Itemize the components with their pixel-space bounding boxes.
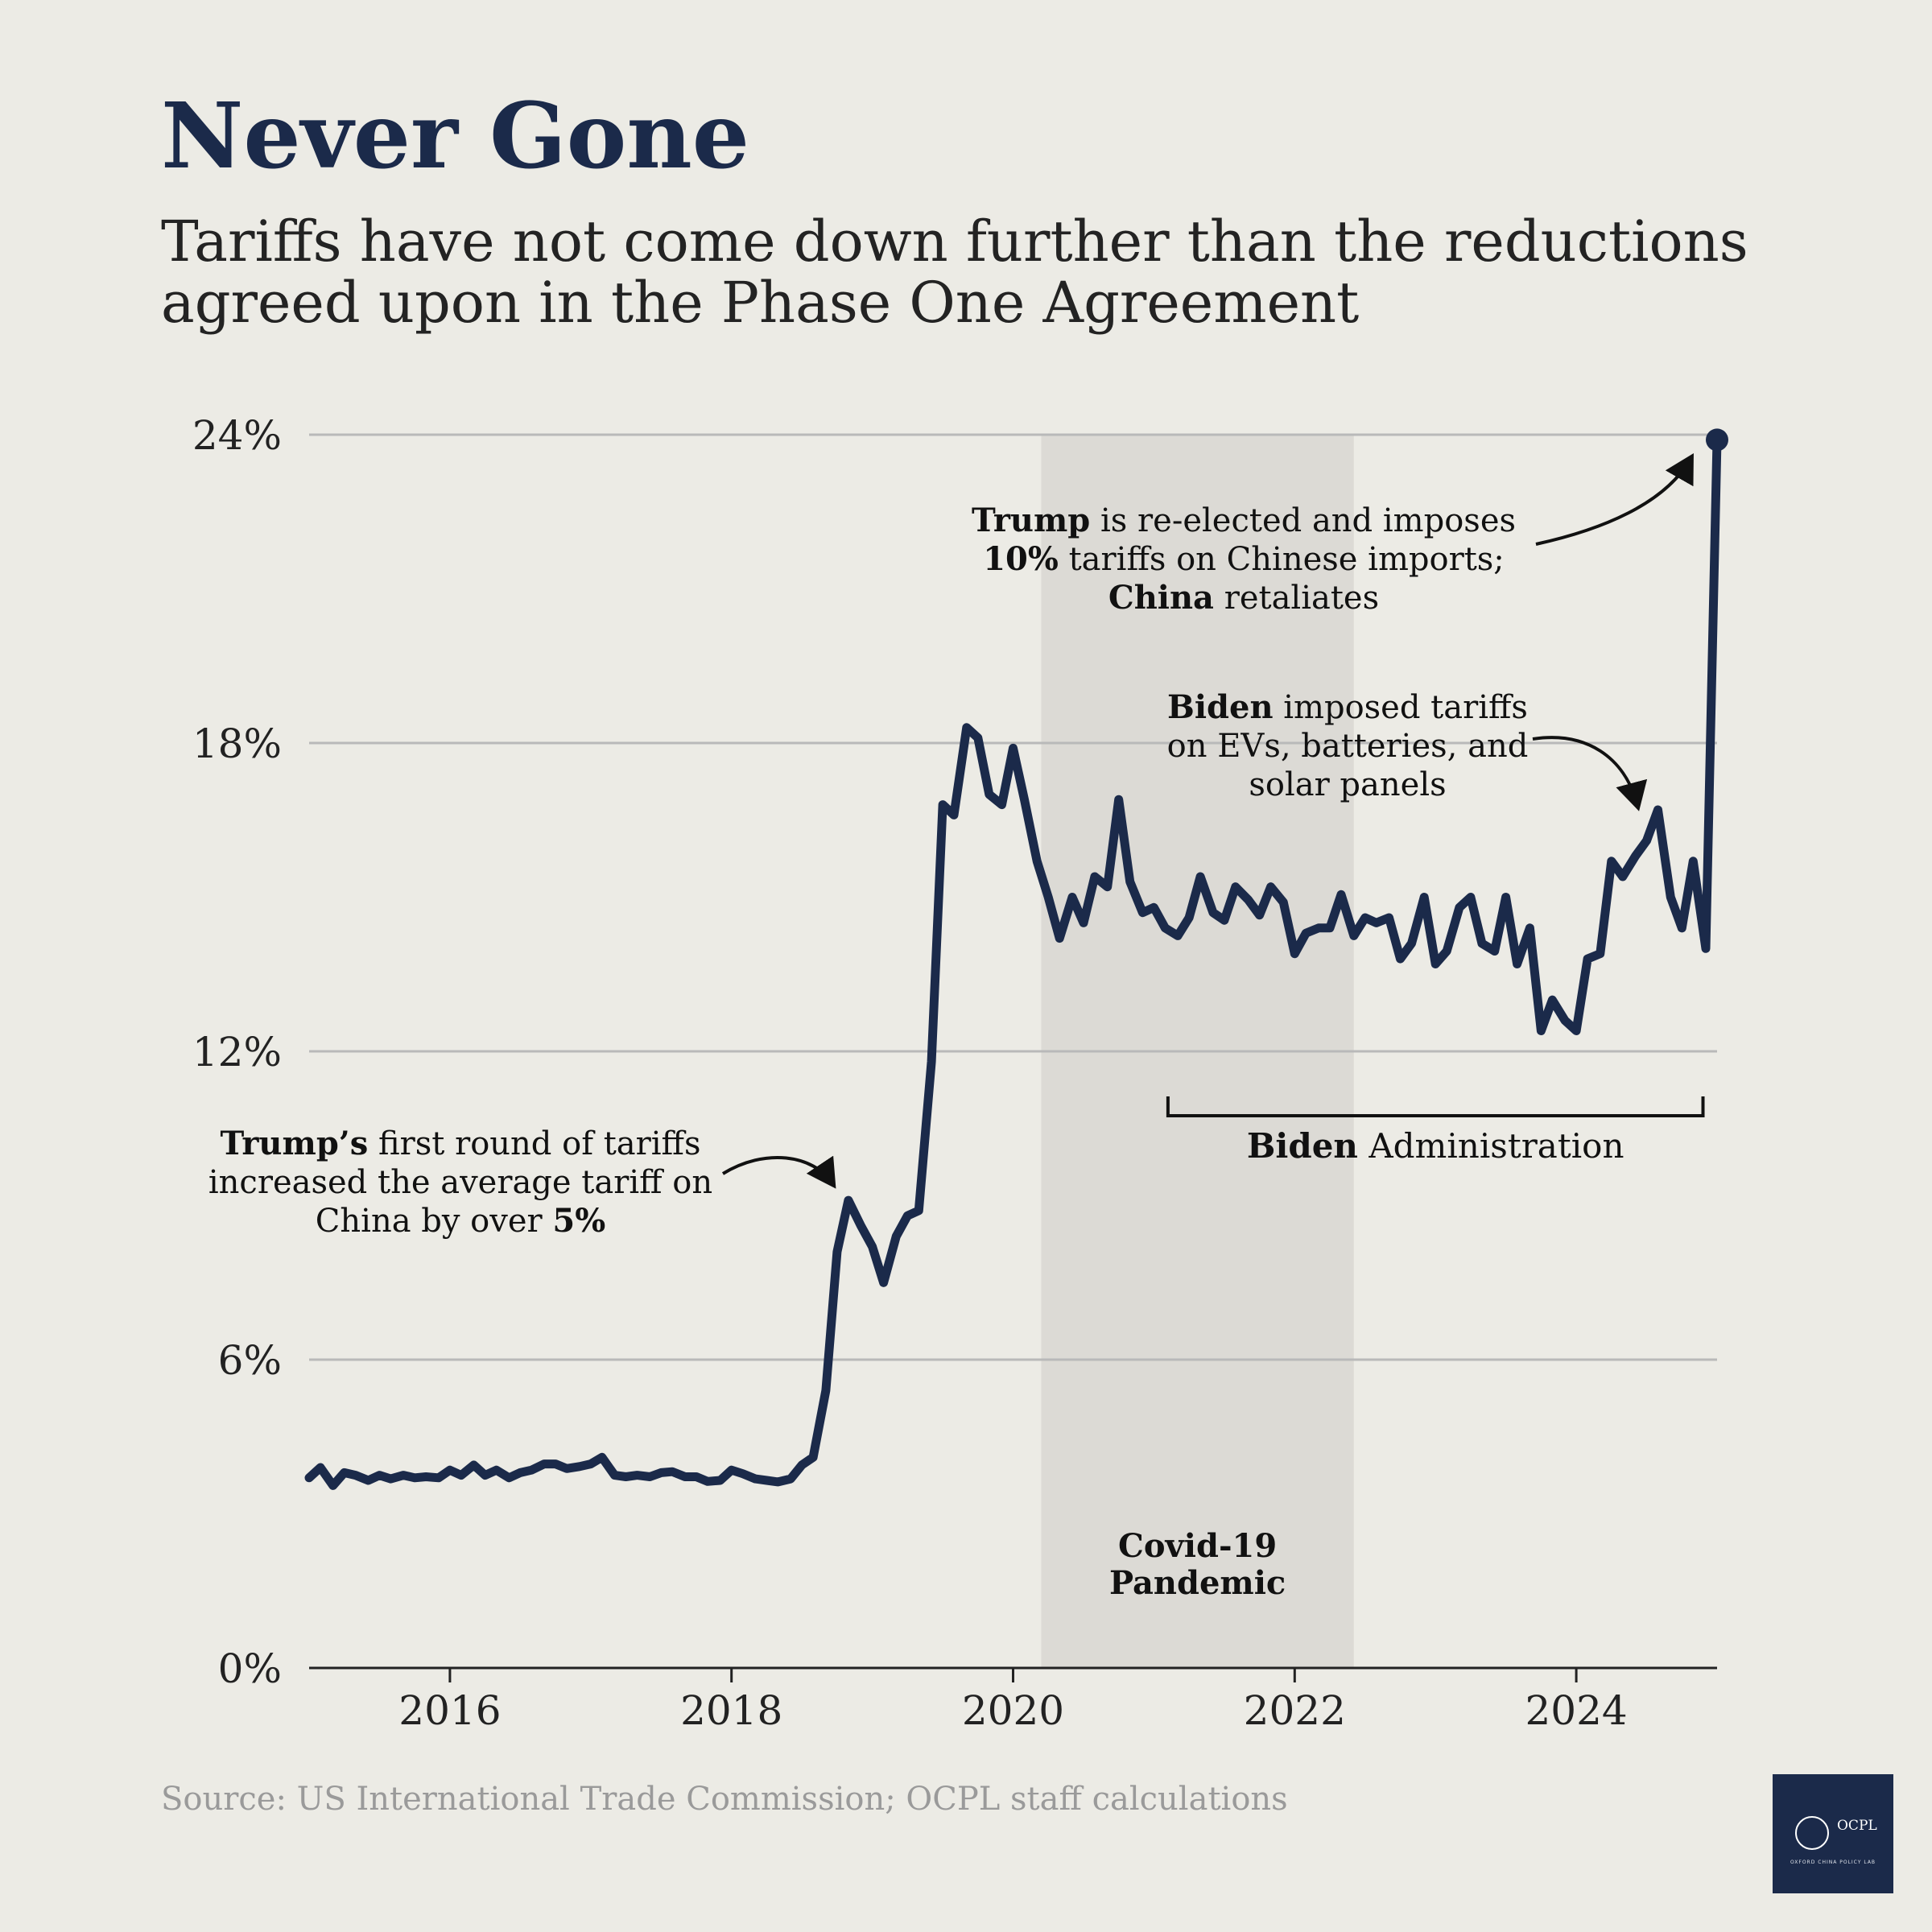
- annotation-line: solar panels: [1249, 766, 1446, 803]
- annotation-line: China by over 5%: [316, 1202, 605, 1240]
- y-tick-label: 12%: [192, 1029, 282, 1075]
- source-note: Source: US International Trade Commissio…: [161, 1781, 1288, 1818]
- gridlines: [309, 433, 1717, 1361]
- y-tick-label: 0%: [218, 1645, 282, 1692]
- annotation-line: China retaliates: [1108, 579, 1379, 617]
- x-tick-label: 2024: [1525, 1687, 1627, 1734]
- biden-administration-label: Biden Administration: [1247, 1126, 1624, 1166]
- covid-label-line-2: Pandemic: [1109, 1564, 1286, 1602]
- y-tick-label: 6%: [218, 1337, 282, 1384]
- arrow-trump-first-round: [721, 1155, 836, 1189]
- annotation-line: Trump’s first round of tariffs: [220, 1125, 700, 1162]
- ocpl-logo: OCPL OXFORD CHINA POLICY LAB: [1773, 1774, 1893, 1893]
- y-axis-tick-labels: 0% 6% 12% 18% 24%: [192, 412, 282, 1692]
- arrow-trump-reelected: [1535, 453, 1694, 546]
- annotation-line: Trump is re-elected and imposes: [972, 502, 1516, 539]
- x-tick-label: 2016: [398, 1687, 501, 1734]
- y-tick-label: 24%: [192, 412, 282, 459]
- y-tick-label: 18%: [192, 720, 282, 767]
- average-tariff-line: [304, 435, 1722, 1490]
- covid-label-line-1: Covid-19: [1118, 1527, 1277, 1565]
- annotation-trump-first-round: Trump’s first round of tariffsincreased …: [208, 1125, 712, 1240]
- logo-text: OCPL: [1837, 1818, 1877, 1834]
- annotation-line: increased the average tariff on: [208, 1164, 712, 1201]
- biden-administration-bracket: [1166, 1096, 1705, 1117]
- globe-icon: [1795, 1816, 1829, 1850]
- chart-subtitle: Tariffs have not come down further than …: [161, 208, 1748, 336]
- x-tick-label: 2020: [962, 1687, 1064, 1734]
- chart-title: Never Gone: [161, 84, 750, 189]
- x-tick-label: 2018: [680, 1687, 782, 1734]
- latest-value-marker: [1706, 428, 1728, 452]
- annotation-line: on EVs, batteries, and: [1167, 728, 1529, 765]
- x-axis-ticks: 2016 2018 2020 2022 2024: [398, 1668, 1628, 1734]
- logo-tagline: OXFORD CHINA POLICY LAB: [1790, 1860, 1876, 1865]
- annotation-line: 10% tariffs on Chinese imports;: [983, 540, 1505, 578]
- arrow-biden-tariffs: [1532, 736, 1648, 811]
- bracket-label-rest: Administration: [1358, 1126, 1624, 1166]
- x-tick-label: 2022: [1244, 1687, 1346, 1734]
- bracket-label-bold: Biden: [1247, 1126, 1358, 1166]
- annotation-line: Biden imposed tariffs: [1167, 688, 1528, 726]
